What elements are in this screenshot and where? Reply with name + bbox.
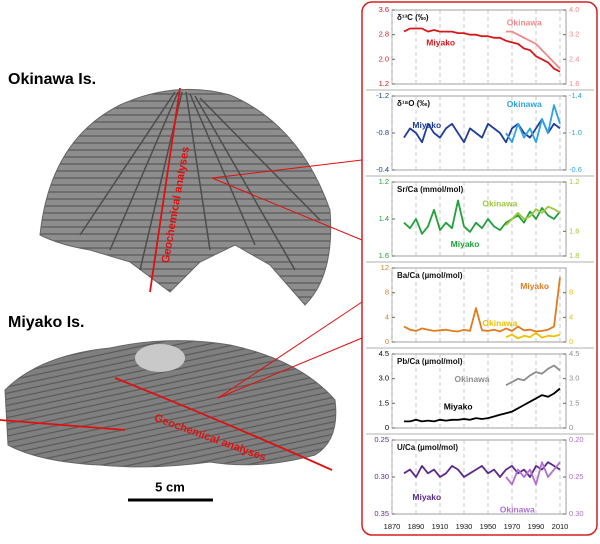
y-tick-label: 4	[385, 312, 389, 321]
series-label: Okinawa	[482, 198, 517, 208]
y2-tick-label: 1.6	[569, 226, 579, 235]
series-label: Miyako	[520, 281, 549, 291]
x-tick-label: 1870	[384, 522, 401, 531]
y-tick-label: 0	[385, 423, 389, 432]
series-line	[505, 364, 561, 386]
y2-tick-label: 4.0	[569, 5, 579, 14]
series-line	[505, 461, 561, 486]
y-tick-label: 1.6	[379, 251, 389, 260]
series-line	[403, 461, 561, 478]
series-label: Miyako	[444, 402, 473, 412]
series-line	[403, 27, 561, 73]
okinawa-coral	[39, 88, 332, 306]
y2-tick-label: 3.2	[569, 30, 579, 39]
y2-tick-label: 1.6	[569, 79, 579, 88]
site-label: Okinawa Is.	[8, 71, 96, 88]
series-label: Miyako	[412, 492, 441, 502]
y-tick-label: 3.0	[379, 374, 389, 383]
panel-title: δ¹³C (‰)	[397, 13, 429, 22]
y-tick-label: -1.2	[376, 91, 389, 100]
y2-tick-label: -0.6	[569, 165, 582, 174]
series-label: Miyako	[426, 38, 455, 48]
y2-tick-label: 0.20	[569, 435, 584, 444]
series-line	[506, 30, 561, 70]
series-label: Okinawa	[500, 505, 535, 515]
y2-tick-label: 2.4	[569, 54, 579, 63]
series-line	[403, 277, 561, 333]
y-tick-label: 2.8	[379, 30, 389, 39]
y2-tick-label: 4	[569, 312, 573, 321]
series-line	[404, 387, 561, 423]
y-tick-label: 1.5	[379, 398, 389, 407]
x-tick-label: 1890	[408, 522, 425, 531]
y-tick-label: 4.5	[379, 349, 389, 358]
series-line	[505, 104, 561, 144]
x-tick-label: 1970	[504, 522, 521, 531]
y-tick-label: 1.4	[379, 214, 389, 223]
x-tick-label: 1950	[480, 522, 497, 531]
y-tick-label: 12	[381, 263, 389, 272]
connectors	[211, 159, 363, 399]
y2-tick-label: 1.8	[569, 251, 579, 260]
transects	[0, 87, 333, 471]
y2-tick-label: 0	[569, 337, 573, 346]
y2-tick-label: 3.0	[569, 374, 579, 383]
series-line	[403, 199, 561, 235]
site-label: Miyako Is.	[8, 314, 84, 331]
y-tick-label: 1.2	[379, 79, 389, 88]
series-label: Okinawa	[482, 318, 517, 328]
series-line	[505, 331, 561, 340]
y2-tick-label: 8	[569, 288, 573, 297]
series-label: Okinawa	[455, 374, 490, 384]
coral-spot	[135, 344, 185, 372]
series-label: Miyako	[451, 239, 480, 249]
series-label: Okinawa	[507, 99, 542, 109]
y-tick-label: 0.30	[374, 472, 389, 481]
y-tick-label: 2.0	[379, 54, 389, 63]
y-tick-label: 1.2	[379, 177, 389, 186]
y-tick-label: 8	[385, 288, 389, 297]
series-line	[403, 118, 561, 144]
panel-title: Pb/Ca (µmol/mol)	[397, 357, 463, 366]
y2-tick-label: 0.30	[569, 509, 584, 518]
panel-title: Ba/Ca (µmol/mol)	[397, 271, 463, 280]
panel-title: U/Ca (µmol/mol)	[397, 443, 458, 452]
y2-tick-label: -1.4	[569, 91, 582, 100]
y-tick-label: 3.6	[379, 5, 389, 14]
y2-tick-label: 4.5	[569, 349, 579, 358]
y2-tick-label: 1.5	[569, 398, 579, 407]
y2-tick-label: 0	[569, 423, 573, 432]
y2-tick-label: -1.0	[569, 128, 582, 137]
panel-frame	[361, 1, 598, 536]
y-tick-label: 0.35	[374, 509, 389, 518]
y2-tick-label: 1.2	[569, 177, 579, 186]
x-tick-label: 1990	[528, 522, 545, 531]
series-label: Miyako	[412, 120, 441, 130]
y-tick-label: -0.4	[376, 165, 389, 174]
series-label: Okinawa	[507, 18, 542, 28]
scale-label: 5 cm	[155, 479, 185, 494]
y-tick-label: 0.25	[374, 435, 389, 444]
x-tick-label: 2010	[552, 522, 569, 531]
y2-tick-label: 0.25	[569, 472, 584, 481]
x-tick-label: 1930	[456, 522, 473, 531]
panel-title: δ¹⁸O (‰)	[397, 99, 430, 108]
panel-title: Sr/Ca (mmol/mol)	[397, 185, 464, 194]
y-tick-label: -0.8	[376, 128, 389, 137]
series-line	[505, 205, 561, 226]
y-tick-label: 0	[385, 337, 389, 346]
x-tick-label: 1910	[432, 522, 449, 531]
